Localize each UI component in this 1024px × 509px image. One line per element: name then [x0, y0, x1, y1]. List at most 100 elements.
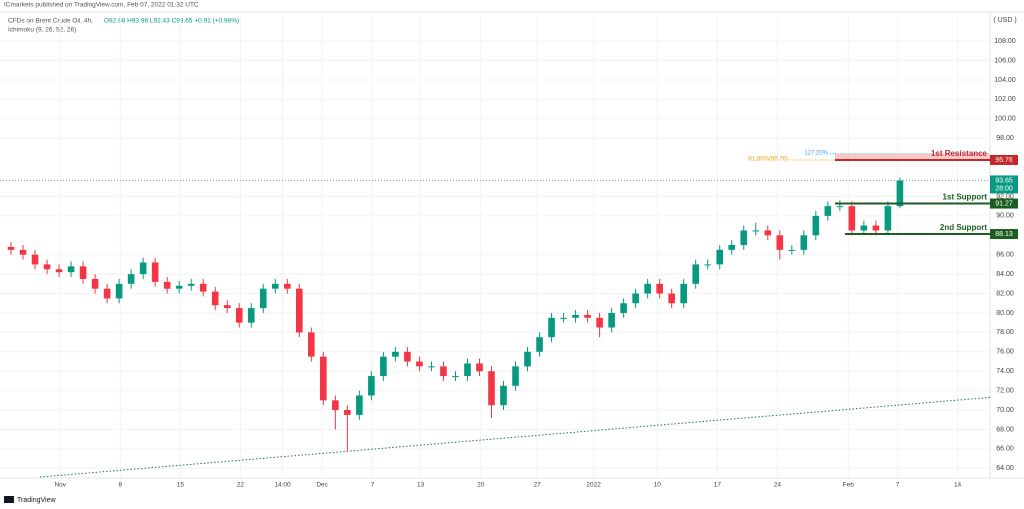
- candle-body: [55, 269, 63, 273]
- candle-body: [764, 230, 772, 236]
- candle-body: [223, 305, 231, 309]
- x-tick-label: 17: [714, 482, 722, 489]
- last-price-label: 93.65: [995, 177, 1013, 184]
- level-value: 88.13: [995, 231, 1013, 238]
- candle-body: [404, 351, 411, 362]
- candle-body: [800, 235, 808, 250]
- candle-body: [283, 283, 291, 289]
- level-box: [990, 154, 1018, 165]
- candle-body: [392, 351, 399, 357]
- candle-body: [19, 249, 27, 255]
- candle-body: [187, 283, 195, 286]
- level-name: 1st Support: [943, 193, 988, 202]
- x-tick-label: 13: [417, 482, 425, 489]
- candle-body: [848, 206, 856, 231]
- candle-body: [368, 376, 375, 396]
- candle-body: [740, 230, 748, 245]
- y-tick-label: 106.00: [994, 57, 1016, 64]
- currency: ( USD ): [993, 17, 1016, 24]
- candle-body: [704, 264, 712, 266]
- candle-body: [776, 235, 784, 250]
- candle-body: [488, 371, 495, 406]
- y-tick-label: 76.00: [996, 349, 1014, 356]
- logo: [4, 496, 14, 503]
- candle-body: [416, 361, 423, 367]
- candle-body: [560, 317, 567, 319]
- candle-body: [452, 376, 459, 378]
- x-tick-label: 27: [534, 482, 542, 489]
- last-price-box: [990, 175, 1018, 194]
- x-tick-label: Feb: [843, 482, 855, 489]
- candle-body: [356, 395, 363, 415]
- candle-body: [464, 363, 471, 377]
- indicator: Ichimoku (9, 26, 52, 26): [8, 27, 76, 34]
- candle-body: [332, 400, 339, 411]
- candle-body: [127, 274, 135, 284]
- y-tick-label: 64.00: [996, 465, 1014, 472]
- candle-body: [500, 385, 507, 406]
- y-tick-label: 102.00: [994, 96, 1016, 103]
- candle-body: [211, 291, 219, 306]
- x-tick-label: 14: [954, 482, 962, 489]
- candle-body: [656, 283, 663, 294]
- y-tick-label: 90.00: [996, 213, 1014, 220]
- candle-body: [584, 314, 591, 318]
- y-tick-label: 78.00: [996, 329, 1014, 336]
- candle-body: [476, 363, 483, 372]
- y-tick-label: 68.00: [996, 426, 1014, 433]
- fib-label: -61.80%(95.76): [747, 157, 788, 163]
- x-tick-label: Nov: [54, 482, 66, 489]
- candle-body: [788, 249, 796, 251]
- candle-body: [103, 288, 111, 299]
- candle-body: [259, 288, 267, 309]
- candle-body: [680, 283, 687, 304]
- x-tick-label: Dec: [316, 482, 328, 489]
- resistance-zone: [835, 153, 990, 160]
- candle-body: [836, 206, 844, 208]
- candle-body: [235, 308, 243, 323]
- level-value: 91.27: [995, 200, 1013, 207]
- x-tick-label: 8: [119, 482, 123, 489]
- level-name: 1st Resistance: [931, 149, 988, 158]
- level-box: [990, 198, 1018, 209]
- x-tick-label: 15: [177, 482, 185, 489]
- candle-body: [548, 317, 555, 338]
- x-tick-label: 22: [237, 482, 245, 489]
- candle-body: [271, 283, 279, 289]
- candle-body: [380, 356, 387, 377]
- candle-body: [247, 308, 255, 323]
- candle-body: [428, 366, 435, 368]
- y-tick-label: 86.00: [996, 252, 1014, 259]
- candle-body: [536, 337, 543, 352]
- publisher: ICmarkets published on TradingView.com, …: [4, 2, 199, 9]
- y-tick-label: 100.00: [994, 116, 1016, 123]
- candle-body: [7, 246, 15, 250]
- ohlc: O92.66 H93.96 L92.43 C93.65 +0.91 (+0.98…: [104, 18, 239, 25]
- y-tick-label: 80.00: [996, 310, 1014, 317]
- candle-body: [295, 288, 303, 333]
- candle-body: [199, 283, 207, 292]
- candle-body: [824, 206, 832, 216]
- footer: TradingView: [17, 497, 56, 504]
- y-tick-label: 70.00: [996, 407, 1014, 414]
- y-tick-label: 84.00: [996, 271, 1014, 278]
- x-tick-label: 2022: [586, 482, 601, 489]
- countdown: 28:00: [995, 185, 1013, 192]
- candle-body: [572, 314, 579, 318]
- candle-body: [31, 254, 39, 265]
- candle-body: [524, 351, 531, 367]
- candle-body: [91, 278, 99, 289]
- y-tick-label: 92.00: [996, 193, 1014, 200]
- trendline: [39, 396, 991, 478]
- candle-body: [43, 264, 51, 270]
- candle-body: [139, 262, 147, 275]
- candle-body: [163, 281, 171, 289]
- y-tick-label: 74.00: [996, 368, 1014, 375]
- candle-body: [320, 356, 327, 401]
- candle-body: [308, 332, 315, 357]
- candle-body: [884, 206, 892, 231]
- candle-body: [151, 262, 159, 282]
- candle-body: [608, 312, 615, 328]
